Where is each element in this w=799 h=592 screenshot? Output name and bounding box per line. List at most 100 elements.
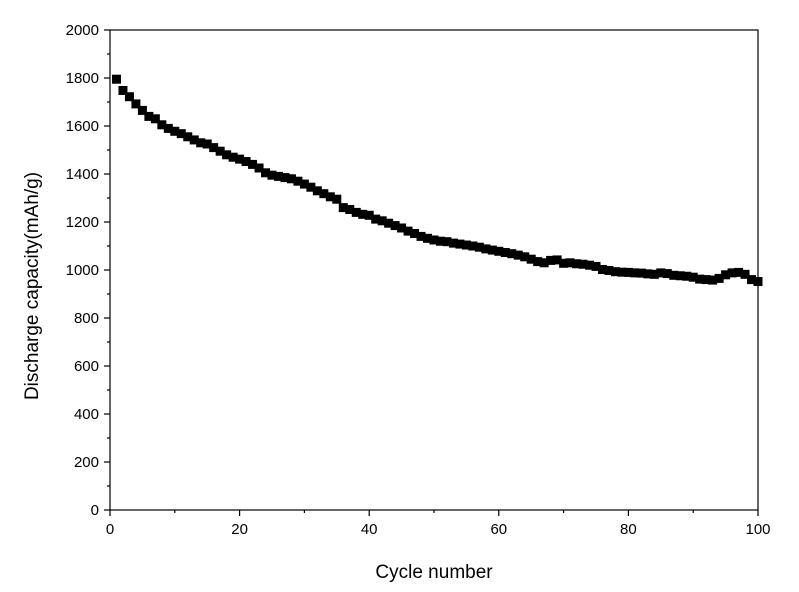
data-point-marker — [312, 186, 322, 196]
data-point-marker — [565, 258, 575, 268]
data-point-marker — [345, 205, 355, 215]
data-point-marker — [591, 261, 601, 271]
data-point-marker — [734, 267, 744, 277]
data-point-marker — [721, 270, 731, 280]
data-point-marker — [494, 246, 504, 256]
x-tick-label: 60 — [490, 521, 507, 538]
data-point-marker — [513, 250, 523, 260]
data-point-marker — [183, 132, 193, 142]
data-point-marker — [585, 260, 595, 270]
data-point-marker — [423, 233, 433, 243]
x-tick-label: 0 — [106, 521, 114, 538]
data-point-marker — [157, 120, 167, 130]
data-point-marker — [377, 216, 387, 226]
x-tick-label: 100 — [745, 521, 770, 538]
data-point-marker — [351, 207, 361, 217]
data-point-marker — [332, 194, 342, 204]
data-point-marker — [111, 74, 121, 84]
data-point-marker — [688, 272, 698, 282]
data-point-marker — [500, 247, 510, 257]
data-point-marker — [578, 259, 588, 269]
data-point-marker — [747, 275, 757, 285]
data-point-marker — [610, 267, 620, 277]
data-point-marker — [435, 236, 445, 246]
data-point-marker — [371, 214, 381, 224]
data-point-marker — [669, 270, 679, 280]
data-point-marker — [286, 174, 296, 184]
data-markers — [111, 74, 763, 287]
data-point-marker — [267, 170, 277, 180]
y-tick-label: 1400 — [66, 166, 99, 183]
data-point-marker — [643, 269, 653, 279]
y-tick-label: 600 — [74, 358, 99, 375]
data-point-marker — [163, 123, 173, 133]
x-tick-label: 80 — [620, 521, 637, 538]
data-point-marker — [604, 265, 614, 275]
data-point-marker — [144, 111, 154, 121]
data-point-marker — [695, 274, 705, 284]
data-point-marker — [397, 223, 407, 233]
data-point-marker — [546, 255, 556, 265]
data-point-marker — [429, 235, 439, 245]
data-point-marker — [299, 179, 309, 189]
data-point-marker — [215, 146, 225, 156]
data-point-marker — [390, 221, 400, 231]
axis-ticks — [104, 29, 759, 516]
data-point-marker — [235, 154, 245, 164]
data-point-marker — [325, 192, 335, 202]
data-point-marker — [416, 231, 426, 241]
data-point-marker — [293, 176, 303, 186]
data-point-marker — [714, 273, 724, 283]
data-point-marker — [617, 267, 627, 277]
data-point-marker — [273, 171, 283, 181]
data-point-marker — [280, 173, 290, 183]
data-point-marker — [727, 268, 737, 278]
data-point-marker — [358, 209, 368, 219]
data-point-marker — [701, 275, 711, 285]
data-point-marker — [708, 275, 718, 285]
data-point-marker — [649, 269, 659, 279]
data-point-marker — [254, 163, 264, 173]
data-point-marker — [202, 139, 212, 149]
data-point-marker — [442, 237, 452, 247]
y-tick-label: 1600 — [66, 118, 99, 135]
data-point-marker — [306, 182, 316, 192]
data-point-marker — [384, 218, 394, 228]
y-tick-label: 400 — [74, 406, 99, 423]
data-point-marker — [176, 129, 186, 139]
data-point-marker — [533, 257, 543, 267]
data-point-marker — [228, 152, 238, 162]
data-point-marker — [468, 241, 478, 251]
data-point-marker — [137, 105, 147, 115]
data-point-marker — [170, 126, 180, 136]
data-point-marker — [461, 240, 471, 250]
y-tick-label: 800 — [74, 310, 99, 327]
data-point-marker — [572, 259, 582, 269]
y-tick-label: 0 — [91, 502, 99, 519]
y-tick-label: 2000 — [66, 22, 99, 39]
data-point-marker — [338, 203, 348, 213]
data-point-marker — [539, 258, 549, 268]
y-tick-label: 1200 — [66, 214, 99, 231]
data-point-marker — [455, 239, 465, 249]
data-point-marker — [753, 277, 763, 287]
data-point-marker — [636, 268, 646, 278]
x-tick-label: 40 — [361, 521, 378, 538]
data-point-marker — [410, 229, 420, 239]
data-point-marker — [131, 99, 141, 109]
data-point-marker — [241, 157, 251, 167]
data-point-marker — [124, 92, 134, 102]
data-point-marker — [520, 252, 530, 262]
data-point-marker — [261, 168, 271, 178]
data-point-marker — [248, 159, 258, 169]
data-point-marker — [222, 150, 232, 160]
data-point-marker — [209, 143, 219, 153]
data-point-marker — [630, 268, 640, 278]
data-point-marker — [196, 138, 206, 148]
x-tick-label: 20 — [231, 521, 248, 538]
data-point-marker — [189, 135, 199, 145]
data-point-marker — [481, 244, 491, 254]
data-point-marker — [507, 249, 517, 259]
data-point-marker — [662, 269, 672, 279]
